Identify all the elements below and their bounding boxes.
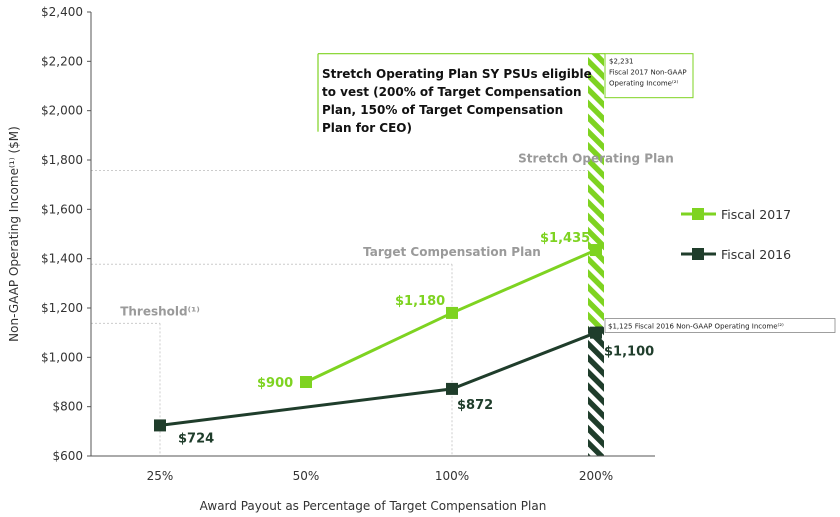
- callout-box-fiscal-2017: [604, 53, 694, 99]
- callout-fiscal-2017-line-0: $2,231: [609, 58, 634, 66]
- annotation-line-2: Plan, 150% of Target Compensation: [322, 103, 563, 117]
- callout-fiscal-2016-line-0: $1,125 Fiscal 2016 Non-GAAP Operating In…: [608, 323, 784, 331]
- point-fiscal2017-1: [446, 306, 458, 319]
- data-label-fiscal2016-0: $724: [178, 431, 214, 446]
- y-tick-label: $2,000: [41, 104, 83, 118]
- annotation-line-1: to vest (200% of Target Compensation: [322, 85, 582, 99]
- point-fiscal2016-1: [446, 382, 458, 395]
- y-axis-title: Non-GAAP Operating Income⁽¹⁾ ($M): [7, 126, 21, 342]
- y-tick-label: $1,200: [41, 301, 83, 315]
- legend-label-fiscal2017: Fiscal 2017: [721, 207, 791, 222]
- callout-box-fiscal-2016: [604, 318, 836, 333]
- bar-fiscal-2016: [588, 326, 604, 456]
- annotation-line-0: Stretch Operating Plan SY PSUs eligible: [322, 67, 592, 81]
- x-tick-label: 50%: [293, 469, 320, 483]
- y-tick-label: $1,000: [41, 350, 83, 364]
- data-label-fiscal2016-1: $872: [457, 398, 493, 413]
- data-label-fiscal2017-0: $900: [257, 376, 293, 391]
- x-tick-label: 100%: [435, 469, 469, 483]
- x-axis-title: Award Payout as Percentage of Target Com…: [200, 499, 547, 513]
- data-label-fiscal2017-1: $1,180: [395, 294, 445, 309]
- point-fiscal2016-0: [154, 419, 166, 432]
- legend-marker-fiscal2017: [692, 208, 704, 220]
- y-tick-label: $1,600: [41, 202, 83, 216]
- callout-fiscal-2017-line-1: Fiscal 2017 Non-GAAP: [609, 69, 687, 77]
- point-fiscal2017-0: [300, 376, 312, 388]
- y-tick-label: $800: [52, 400, 83, 414]
- data-label-fiscal2016-2: $1,100: [604, 345, 654, 360]
- legend-marker-fiscal2016: [692, 248, 704, 260]
- reference-label-2: Stretch Operating Plan: [518, 151, 674, 165]
- legend-label-fiscal2016: Fiscal 2016: [721, 247, 791, 262]
- y-tick-label: $1,400: [41, 252, 83, 266]
- callout-fiscal-2017-line-2: Operating Income⁽²⁾: [609, 80, 679, 88]
- y-tick-label: $1,800: [41, 153, 83, 167]
- y-tick-label: $600: [52, 449, 83, 463]
- reference-label-0: Threshold⁽¹⁾: [120, 304, 200, 318]
- y-tick-label: $2,400: [41, 5, 83, 19]
- x-tick-label: 200%: [579, 469, 613, 483]
- reference-label-1: Target Compensation Plan: [363, 245, 541, 259]
- point-fiscal2016-2: [590, 326, 602, 339]
- point-fiscal2017-2: [590, 244, 602, 257]
- y-tick-label: $2,200: [41, 54, 83, 68]
- data-label-fiscal2017-2: $1,435: [540, 231, 590, 246]
- x-tick-label: 25%: [147, 469, 174, 483]
- annotation-line-3: Plan for CEO): [322, 121, 412, 135]
